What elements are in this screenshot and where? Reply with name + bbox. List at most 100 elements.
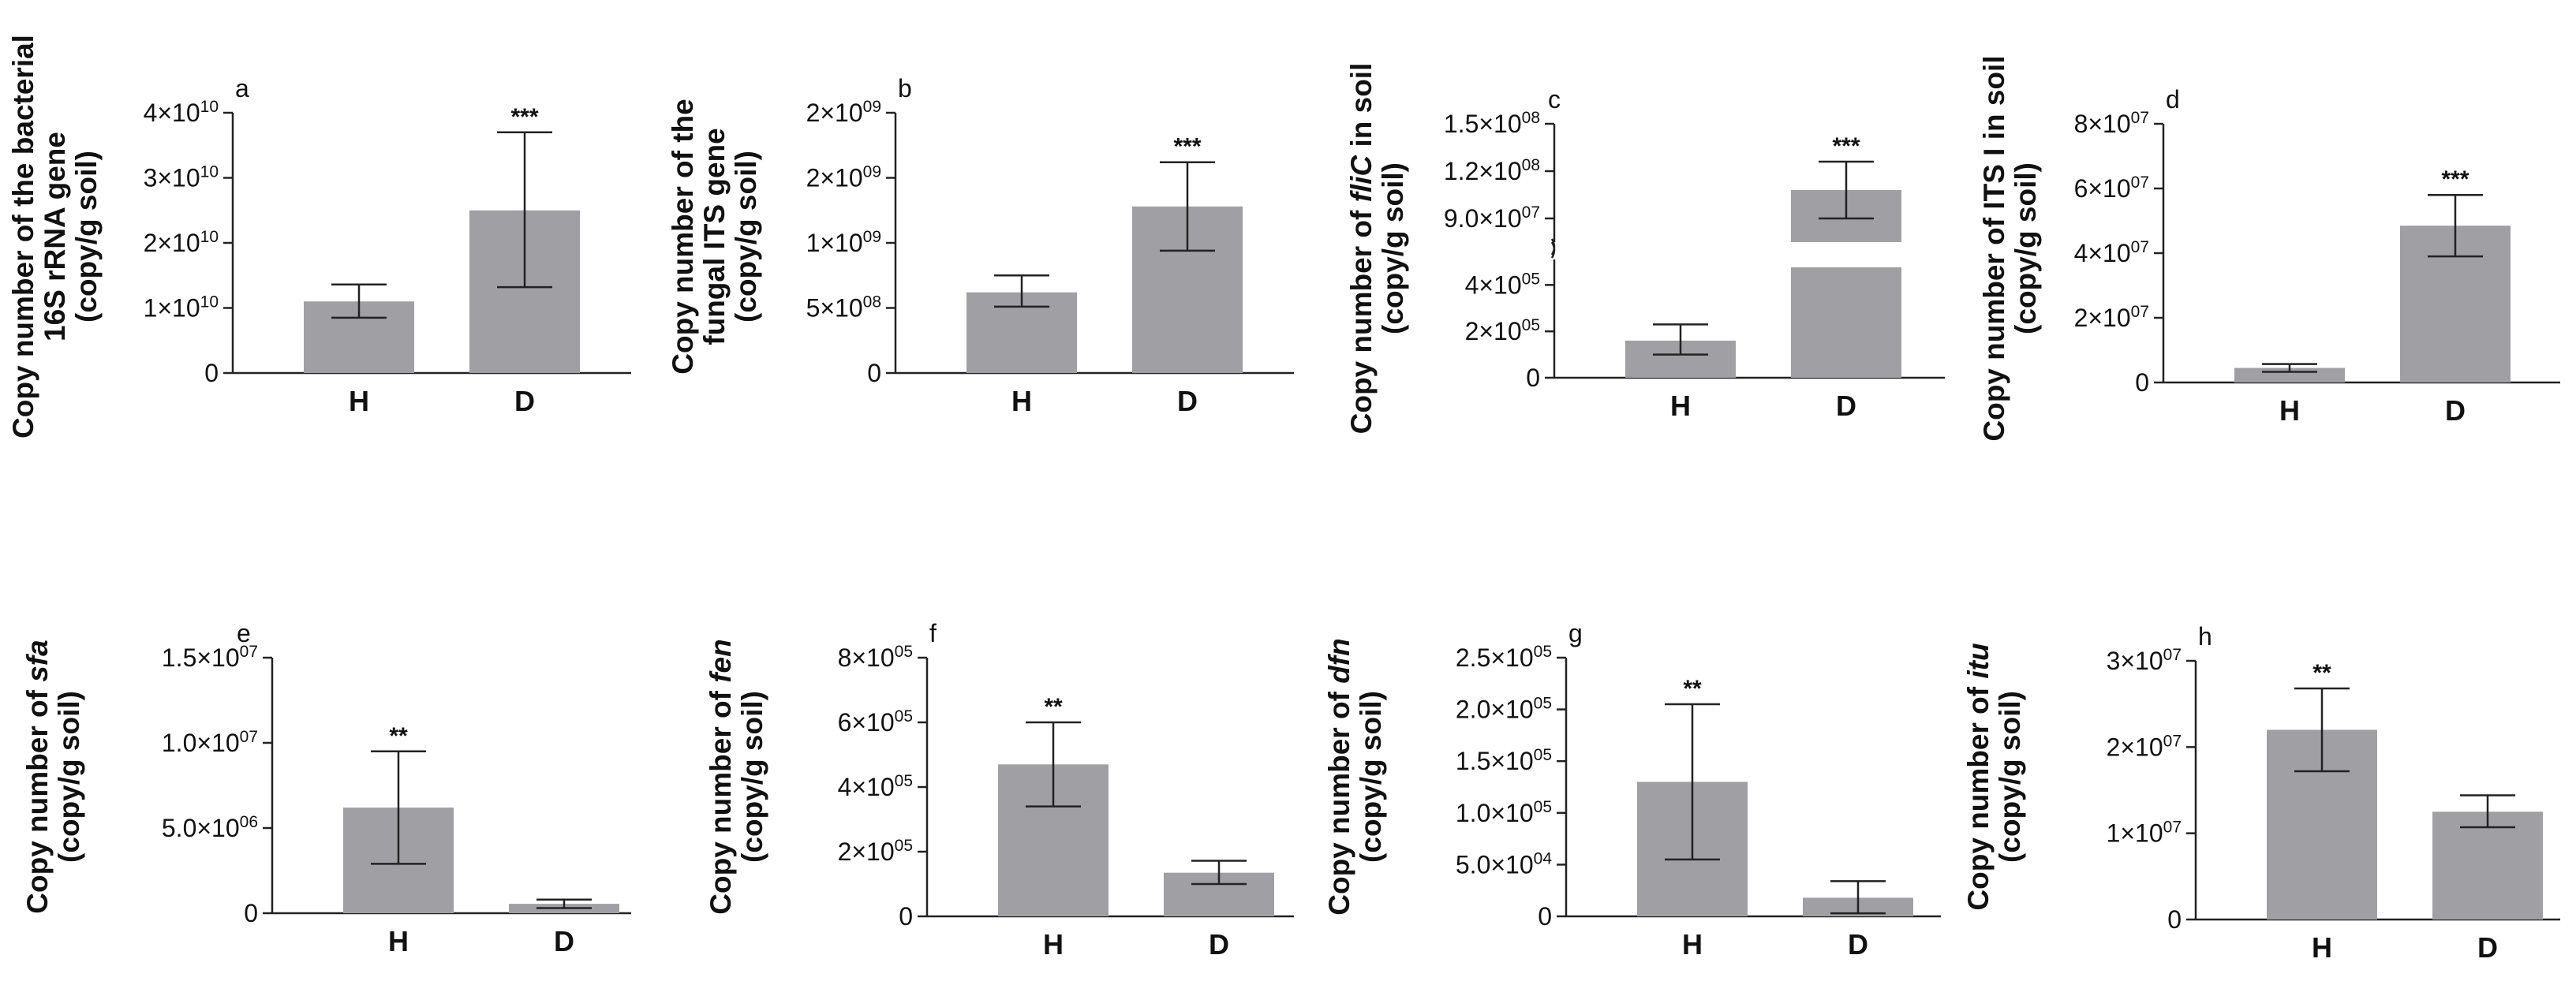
x-category-label: H bbox=[388, 925, 409, 957]
y-axis-label: (copy/g soil) bbox=[1377, 162, 1409, 334]
y-tick-label: 2×1010 bbox=[144, 228, 219, 257]
y-tick-label: 1×1009 bbox=[806, 228, 881, 257]
y-tick-label: 4×1005 bbox=[1465, 270, 1540, 299]
y-tick-label: 1.5×1005 bbox=[1456, 746, 1552, 775]
y-tick-label: 3×1010 bbox=[144, 163, 219, 192]
panel-label: f bbox=[929, 619, 937, 647]
y-axis-label: Copy number of itu bbox=[1962, 643, 1995, 910]
y-tick-label: 4×1005 bbox=[838, 772, 913, 801]
y-tick-label: 2.0×1005 bbox=[1456, 695, 1552, 724]
y-tick-label: 5×1008 bbox=[806, 293, 881, 323]
y-tick-label: 0 bbox=[867, 359, 881, 387]
y-tick-label: 2×1009 bbox=[806, 163, 881, 192]
panel-label: c bbox=[1548, 85, 1561, 114]
panel-label: h bbox=[2198, 622, 2212, 651]
y-tick-label: 8×1005 bbox=[838, 643, 913, 672]
x-category-label: D bbox=[514, 385, 535, 417]
y-axis-label: (copy/g soil) bbox=[730, 151, 762, 323]
x-category-label: D bbox=[1209, 928, 1229, 961]
y-axis-label: (copy/g soil) bbox=[53, 691, 85, 863]
y-axis-label: Copy number of fen bbox=[705, 639, 737, 914]
y-tick-label: 0 bbox=[1538, 902, 1552, 931]
y-tick-label: 1.0×1007 bbox=[162, 728, 258, 757]
significance-label: *** bbox=[1173, 134, 1201, 160]
y-axis-label: (copy/g soil) bbox=[1355, 691, 1387, 863]
chart-panel-g: 0 5.0×1004 1.0×1005 1.5×1005 2.0×1005 2.5×100… bbox=[1323, 619, 1941, 961]
significance-label: ** bbox=[1683, 676, 1702, 702]
chart-panel-h: 0 1×1007 2×1007 3×1007 ** H Dh Copy number of i… bbox=[1962, 622, 2560, 964]
x-category-label: H bbox=[1670, 390, 1691, 422]
significance-label: *** bbox=[1832, 133, 1860, 159]
panel-label: a bbox=[235, 74, 249, 103]
y-tick-label: 3×1007 bbox=[2107, 646, 2182, 675]
y-tick-label: 2×1005 bbox=[1465, 316, 1540, 345]
significance-label: ** bbox=[2312, 660, 2331, 686]
x-category-label: H bbox=[2312, 931, 2332, 964]
y-tick-label: 0 bbox=[204, 359, 219, 387]
y-axis-label: fungal ITS gene bbox=[698, 128, 731, 345]
y-tick-label: 1×1007 bbox=[2107, 819, 2182, 848]
y-axis-label: (copy/g soil) bbox=[736, 691, 768, 863]
y-tick-label: 0 bbox=[1526, 364, 1540, 392]
x-category-label: D bbox=[2477, 931, 2498, 964]
chart-panel-c: 0 2×1005 4×1005 9.0×1007 1.2×1008 1.5×1008 H **… bbox=[1345, 63, 1945, 435]
x-category-label: D bbox=[1848, 928, 1868, 961]
chart-panel-a: 0 1×1010 2×1010 3×1010 4×1010 H *** Da Copy numb… bbox=[7, 35, 631, 438]
chart-panel-e: 0 5.0×1006 1.0×1007 1.5×1007 ** H De Copy numbe… bbox=[21, 619, 631, 957]
axis-break-mark bbox=[1550, 241, 1556, 259]
x-category-label: H bbox=[1682, 928, 1703, 961]
x-category-label: D bbox=[1836, 390, 1856, 422]
y-tick-label: 0 bbox=[2135, 368, 2149, 397]
y-tick-label: 8×1007 bbox=[2074, 109, 2149, 138]
x-category-label: H bbox=[2279, 394, 2300, 427]
panel-label: b bbox=[898, 74, 912, 103]
x-category-label: H bbox=[1043, 928, 1064, 961]
y-tick-label: 2×1007 bbox=[2107, 732, 2182, 761]
y-axis-label: 16S rRNA gene bbox=[39, 132, 71, 341]
y-axis-label: Copy number of ITS I in soil bbox=[1978, 55, 2010, 441]
y-tick-label: 2.5×1005 bbox=[1456, 643, 1552, 672]
y-tick-label: 1.2×1008 bbox=[1444, 156, 1540, 185]
y-axis-label: Copy number of the bacterial bbox=[7, 35, 39, 438]
y-tick-label: 6×1007 bbox=[2074, 173, 2149, 203]
panel-label: g bbox=[1568, 619, 1583, 647]
chart-panel-f: 0 2×1005 4×1005 6×1005 8×1005 ** H Df Copy numbe… bbox=[705, 619, 1294, 961]
y-tick-label: 1.0×1005 bbox=[1456, 798, 1552, 827]
x-category-label: D bbox=[554, 925, 574, 957]
x-category-label: H bbox=[349, 385, 369, 417]
y-axis-label: Copy number of dfn bbox=[1323, 638, 1355, 915]
y-axis-label: (copy/g soil) bbox=[70, 151, 103, 323]
y-tick-label: 4×1007 bbox=[2074, 238, 2149, 267]
y-tick-label: 1.5×1008 bbox=[1444, 109, 1540, 138]
y-tick-label: 0 bbox=[244, 899, 258, 927]
y-tick-label: 5.0×1006 bbox=[162, 813, 258, 842]
y-tick-label: 2×1009 bbox=[806, 98, 881, 127]
y-tick-label: 4×1010 bbox=[144, 98, 219, 127]
y-tick-label: 2×1005 bbox=[838, 837, 913, 866]
y-axis-label: Copy number of fliC in soil bbox=[1345, 63, 1378, 435]
significance-label: *** bbox=[2441, 166, 2469, 192]
y-tick-label: 1×1010 bbox=[144, 293, 219, 323]
y-axis-label: Copy number of the bbox=[667, 99, 699, 374]
y-axis-label: (copy/g soil) bbox=[2010, 162, 2042, 334]
bar-d-lower bbox=[1791, 267, 1901, 378]
y-tick-label: 1.5×1007 bbox=[162, 643, 258, 672]
chart-panel-b: 0 5×1008 1×1009 2×1009 2×1009 H *** Db Copy numb… bbox=[667, 74, 1294, 417]
significance-label: *** bbox=[510, 104, 538, 130]
y-tick-label: 5.0×1004 bbox=[1456, 849, 1552, 878]
panel-label: e bbox=[237, 619, 251, 647]
significance-label: ** bbox=[1044, 694, 1063, 720]
y-tick-label: 6×1005 bbox=[838, 707, 913, 737]
y-axis-label: Copy number of sfa bbox=[21, 640, 54, 913]
panel-label: d bbox=[2166, 85, 2180, 114]
y-axis-label: (copy/g soil) bbox=[1994, 691, 2026, 863]
x-category-label: D bbox=[2445, 394, 2466, 427]
chart-panel-d: 0 2×1007 4×1007 6×1007 8×1007 H *** Dd Copy numb… bbox=[1978, 55, 2560, 442]
y-tick-label: 0 bbox=[2167, 905, 2182, 934]
bar-d bbox=[2432, 811, 2543, 920]
significance-label: ** bbox=[389, 723, 408, 749]
x-category-label: D bbox=[1177, 385, 1198, 417]
x-category-label: H bbox=[1011, 385, 1032, 417]
